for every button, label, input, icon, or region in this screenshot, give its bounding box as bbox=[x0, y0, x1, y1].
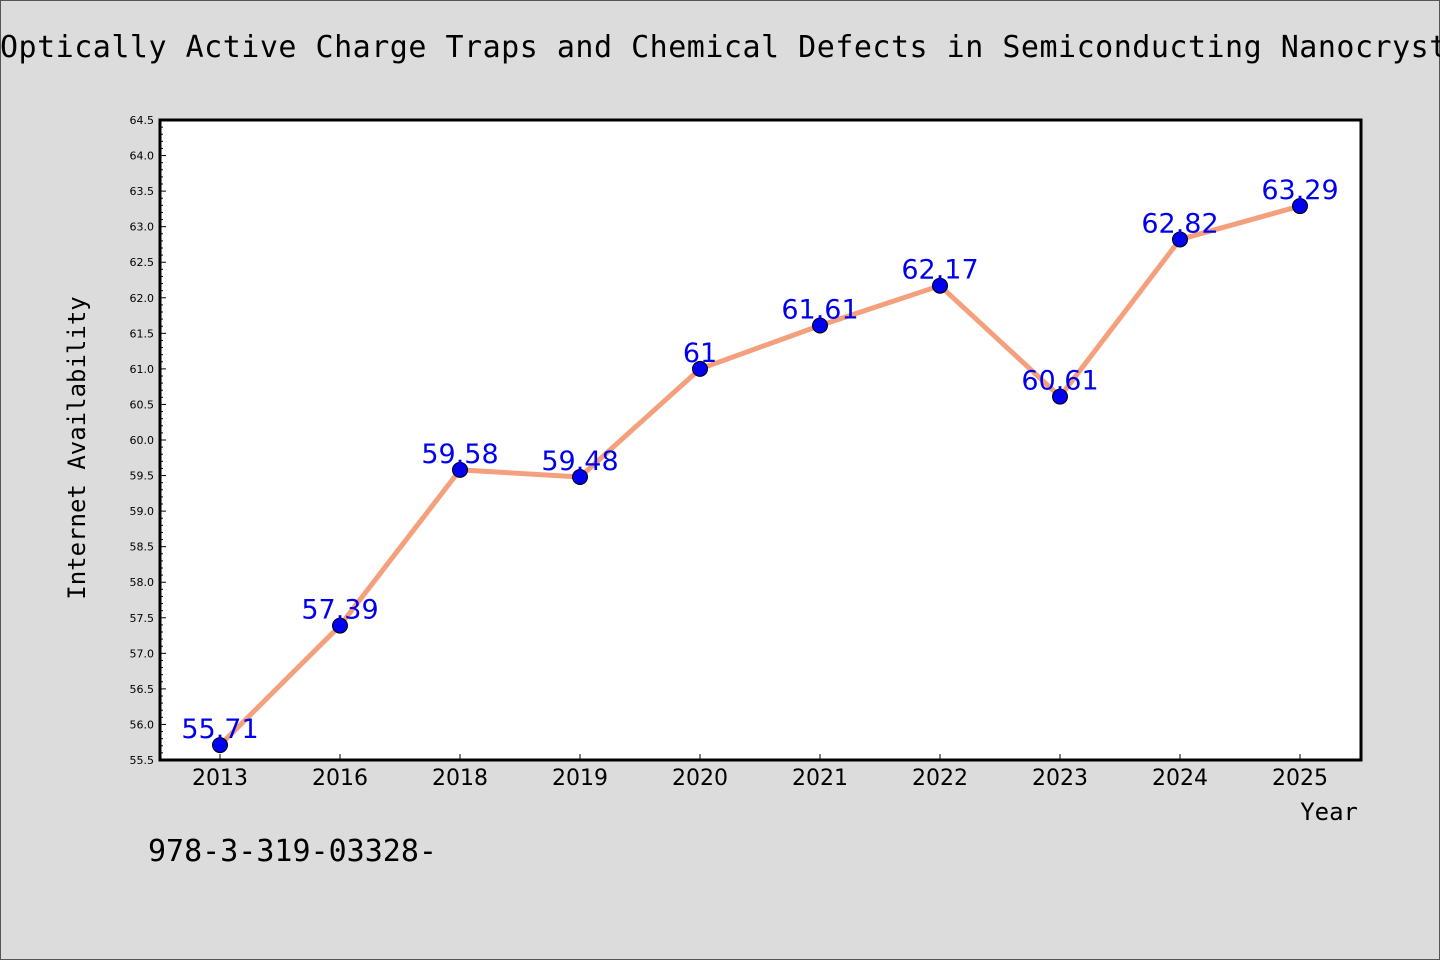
data-point bbox=[932, 277, 948, 294]
y-tick-label: 59.5 bbox=[130, 470, 155, 483]
data-point bbox=[1292, 198, 1308, 215]
data-label: 62.82 bbox=[1141, 208, 1218, 239]
data-label: 63.29 bbox=[1261, 175, 1338, 206]
series-line bbox=[218, 203, 1301, 747]
y-tick-label: 62.5 bbox=[130, 256, 155, 269]
y-tick-label: 61.5 bbox=[130, 327, 155, 340]
data-point bbox=[452, 461, 468, 478]
data-label: 57.39 bbox=[301, 595, 378, 626]
y-tick-label: 57.0 bbox=[130, 647, 155, 660]
data-point bbox=[812, 317, 828, 334]
x-tick-label: 2021 bbox=[792, 766, 848, 791]
y-axis: 55.5 56.0 56.5 57.0 57.5 58.0 58.5 59.0 59.5 60.0… bbox=[130, 114, 166, 767]
x-tick-label: 2023 bbox=[1032, 766, 1088, 791]
data-point bbox=[1172, 231, 1188, 248]
y-tick-label: 59.0 bbox=[130, 505, 155, 518]
data-point bbox=[692, 360, 708, 377]
y-tick-label: 56.5 bbox=[130, 683, 155, 696]
y-tick-label: 55.5 bbox=[130, 754, 155, 767]
x-tick-label: 2016 bbox=[312, 766, 368, 791]
chart-title: Optically Active Charge Traps and Chemic… bbox=[0, 30, 1440, 65]
data-label: 61.61 bbox=[781, 295, 858, 326]
data-label-group: 55.71 57.39 59.58 59.48 61 61.61 62.17 60.61 62.… bbox=[181, 175, 1338, 745]
y-tick-label: 57.5 bbox=[130, 612, 155, 625]
y-tick-label: 60.5 bbox=[130, 398, 155, 411]
x-tick-label: 2025 bbox=[1272, 766, 1328, 791]
y-tick-label: 56.0 bbox=[130, 718, 155, 731]
x-tick-label: 2013 bbox=[192, 766, 248, 791]
y-tick-label: 58.0 bbox=[130, 576, 155, 589]
data-label: 61 bbox=[683, 338, 717, 369]
data-point bbox=[212, 737, 228, 754]
y-tick-label: 58.5 bbox=[130, 541, 155, 554]
data-point bbox=[332, 617, 348, 634]
y-tick-label: 61.0 bbox=[130, 363, 155, 376]
data-label: 59.58 bbox=[421, 439, 498, 470]
series-group bbox=[212, 198, 1308, 754]
plot-area bbox=[158, 118, 1363, 762]
x-tick-label: 2022 bbox=[912, 766, 968, 791]
data-label: 59.48 bbox=[541, 446, 618, 477]
y-tick-label: 64.0 bbox=[130, 150, 155, 163]
y-tick-label: 63.0 bbox=[130, 221, 155, 234]
x-tick-label: 2018 bbox=[432, 766, 488, 791]
isbn-text: 978-3-319-03328- bbox=[148, 834, 437, 869]
y-tick-label: 63.5 bbox=[130, 185, 155, 198]
x-tick-label: 2020 bbox=[672, 766, 728, 791]
data-label: 60.61 bbox=[1021, 366, 1098, 397]
data-point bbox=[572, 468, 588, 485]
x-axis: 2013 2016 2018 2019 2020 2021 2022 2023 2024 2025 bbox=[192, 754, 1328, 791]
y-tick-label: 62.0 bbox=[130, 292, 155, 305]
data-point bbox=[1052, 388, 1068, 405]
y-tick-label: 60.0 bbox=[130, 434, 155, 447]
x-axis-label: Year bbox=[1300, 798, 1358, 826]
y-tick-label: 64.5 bbox=[130, 114, 155, 127]
data-label: 55.71 bbox=[181, 714, 258, 745]
x-tick-label: 2019 bbox=[552, 766, 608, 791]
data-label: 62.17 bbox=[901, 255, 978, 286]
y-axis-label: Internet Availability bbox=[63, 296, 91, 599]
x-tick-label: 2024 bbox=[1152, 766, 1208, 791]
